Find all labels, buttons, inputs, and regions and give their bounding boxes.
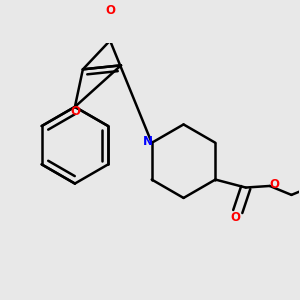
- Text: N: N: [143, 135, 153, 148]
- Text: O: O: [269, 178, 279, 191]
- Text: O: O: [230, 211, 240, 224]
- Text: O: O: [105, 4, 115, 17]
- Text: O: O: [70, 106, 80, 118]
